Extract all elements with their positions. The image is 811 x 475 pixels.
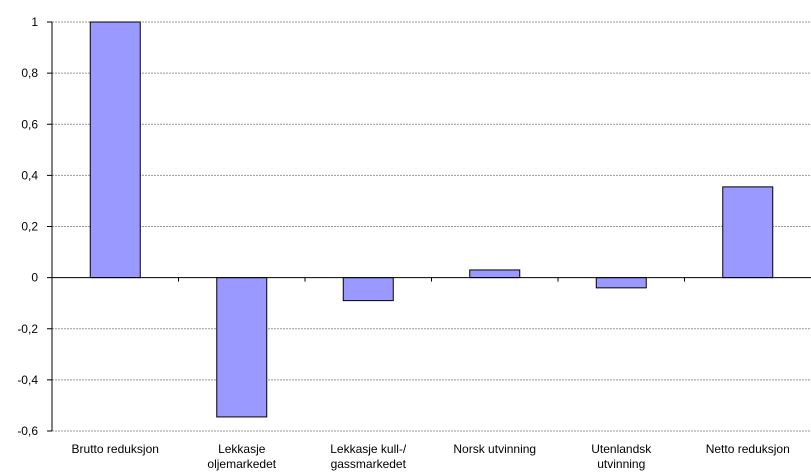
bar [216,277,268,418]
bar [469,269,521,279]
y-tick-label: 1 [31,15,38,29]
bars [89,21,774,418]
gridlines [52,21,811,432]
category-label: Brutto reduksjon [72,442,159,456]
y-tick-label: -0,2 [17,322,38,336]
category-label: Netto reduksjon [706,442,790,456]
bar [722,186,774,279]
y-tick-label: 0,4 [21,168,38,182]
category-label: Lekkasje [218,442,266,456]
bar [342,277,394,302]
category-label: Norsk utvinning [453,442,536,456]
category-label: oljemarkedet [207,457,276,471]
category-label: Lekkasje kull-/ [330,442,407,456]
bar [595,277,647,289]
y-tick-label: 0,8 [21,66,38,80]
category-label: utvinning [597,457,645,471]
y-axis: 1 0,8 0,6 0,4 0,2 0 -0,2 -0,4 -0,6 [17,15,53,438]
y-tick-label: 0 [31,271,38,285]
category-label: gassmarkedet [331,457,407,471]
y-tick-label: -0,6 [17,424,38,438]
category-label: Utenlandsk [591,442,652,456]
y-tick-label: 0,2 [21,220,38,234]
y-tick-label: 0,6 [21,117,38,131]
y-tick-label: -0,4 [17,373,38,387]
bar [89,21,141,279]
